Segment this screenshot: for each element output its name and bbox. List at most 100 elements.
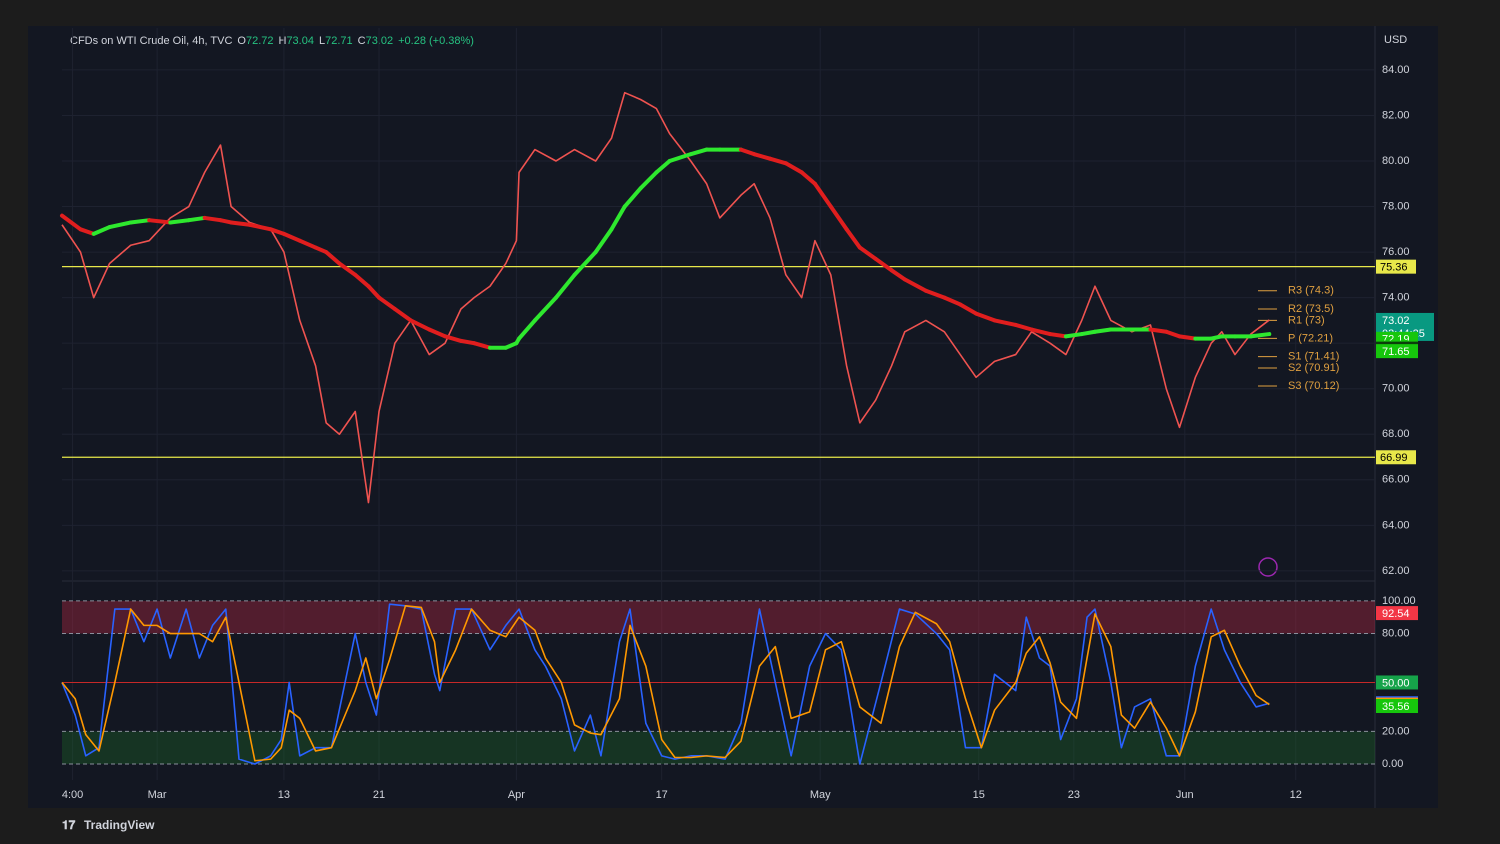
moving-average-segment — [427, 327, 448, 339]
alert-icon[interactable] — [1258, 557, 1278, 577]
brand-logo: 𝟏𝟕 — [62, 818, 76, 832]
moving-average-segment — [752, 152, 773, 161]
moving-average-segment — [247, 222, 273, 232]
moving-average-segment — [532, 295, 559, 323]
x-tick-label: Mar — [148, 789, 167, 801]
moving-average-segment — [472, 341, 492, 350]
price-tag-label: 92.54 — [1382, 608, 1410, 620]
y-tick-label: 68.00 — [1382, 428, 1410, 440]
moving-average-segment — [1048, 332, 1068, 339]
y-tick-label: 80.00 — [1382, 627, 1410, 639]
moving-average-segment — [337, 261, 358, 277]
moving-average-segment — [268, 227, 286, 236]
moving-average-segment — [186, 215, 207, 223]
moving-average-segment — [458, 338, 477, 346]
y-tick-label: 78.00 — [1382, 200, 1410, 212]
pivot-label: S1 (71.41) — [1288, 351, 1339, 363]
moving-average-segment — [572, 250, 598, 277]
x-tick-label: 15 — [973, 789, 985, 801]
pivot-label: S2 (70.91) — [1288, 362, 1339, 374]
moving-average-segment — [517, 318, 537, 341]
ohlc-value: 73.04 — [286, 35, 314, 47]
y-tick-label: 82.00 — [1382, 109, 1410, 121]
moving-average-segment — [91, 225, 112, 236]
moving-average-segment — [857, 245, 878, 261]
moving-average-segment — [622, 186, 643, 209]
y-tick-label: 74.00 — [1382, 292, 1410, 304]
ohlc-label: O — [237, 35, 246, 47]
ohlc-label: C — [358, 35, 366, 47]
pivot-label: R2 (73.5) — [1288, 303, 1334, 315]
chart-header: CFDs on WTI Crude Oil, 4h, TVC O72.72 H73.… — [70, 35, 474, 47]
level-tag — [1376, 259, 1416, 274]
x-tick-label: 4:00 — [62, 789, 83, 801]
moving-average-segment — [353, 272, 371, 289]
moving-average-segment — [799, 170, 817, 186]
price-tag — [1376, 344, 1418, 359]
x-tick-label: 23 — [1068, 789, 1080, 801]
y-tick-label: 84.00 — [1382, 64, 1410, 76]
moving-average-segment — [638, 170, 659, 191]
price-tag-label: 71.65 — [1382, 346, 1410, 358]
moving-average-segment — [168, 218, 191, 225]
moving-average-segment — [958, 302, 979, 316]
series-line — [61, 605, 1270, 762]
moving-average-segment — [1079, 329, 1097, 337]
zone — [62, 600, 1375, 634]
moving-average-segment — [1063, 332, 1084, 339]
moving-average-segment — [392, 307, 413, 323]
pivot-label: R1 (73) — [1288, 314, 1325, 326]
moving-average-segment — [554, 272, 577, 300]
y-tick-label: 0.00 — [1382, 758, 1403, 770]
price-tag — [1376, 675, 1418, 690]
moving-average-segment — [107, 220, 133, 230]
moving-average-segment — [128, 218, 152, 225]
moving-average-segment — [297, 238, 318, 250]
moving-average-segment — [768, 156, 788, 166]
symbol-title: CFDs on WTI Crude Oil, 4h, TVC — [70, 35, 232, 47]
price-tag — [1376, 699, 1418, 714]
moving-average-segment — [844, 227, 862, 250]
moving-average-segment — [229, 220, 252, 227]
y-tick-label: 20.00 — [1382, 725, 1410, 737]
moving-average-segment — [923, 288, 947, 300]
price-change: +0.28 (+0.38%) — [398, 35, 474, 47]
moving-average-segment — [667, 152, 693, 163]
moving-average-segment — [202, 215, 223, 223]
moving-average-segment — [992, 318, 1018, 327]
y-tick-label: 64.00 — [1382, 519, 1410, 531]
ohlc-value: 72.71 — [325, 35, 353, 47]
price-tag-label: 50.00 — [1382, 677, 1410, 689]
series-line — [61, 91, 1270, 504]
moving-average-segment — [1248, 332, 1272, 339]
moving-average-segment — [408, 318, 432, 332]
moving-average-segment — [942, 295, 963, 307]
moving-average-segment — [147, 218, 173, 225]
price-tag-label: 73.02 — [1382, 315, 1410, 327]
chart-panel — [28, 26, 1438, 808]
y-tick-label: 80.00 — [1382, 155, 1410, 167]
currency: USD — [1384, 34, 1407, 46]
zone — [62, 731, 1375, 765]
moving-average-segment — [366, 284, 382, 300]
pivot-label: P (72.21) — [1288, 332, 1333, 344]
moving-average-segment — [281, 231, 302, 243]
x-tick-label: 13 — [278, 789, 290, 801]
x-tick-label: 17 — [656, 789, 668, 801]
moving-average-segment — [1148, 327, 1169, 334]
y-tick-label: 70.00 — [1382, 383, 1410, 395]
moving-average-segment — [783, 161, 804, 175]
brand: TradingView — [84, 818, 155, 832]
y-tick-label: 62.00 — [1382, 565, 1410, 577]
moving-average-segment — [873, 256, 894, 273]
moving-average-segment — [609, 204, 627, 232]
level-tag-label: 66.99 — [1380, 452, 1408, 464]
y-tick-label: 66.00 — [1382, 474, 1410, 486]
x-tick-label: 12 — [1290, 789, 1302, 801]
moving-average-segment — [78, 227, 96, 236]
moving-average-segment — [889, 268, 907, 282]
moving-average-segment — [902, 277, 928, 293]
moving-average-segment — [324, 250, 342, 266]
moving-average-segment — [812, 181, 833, 209]
